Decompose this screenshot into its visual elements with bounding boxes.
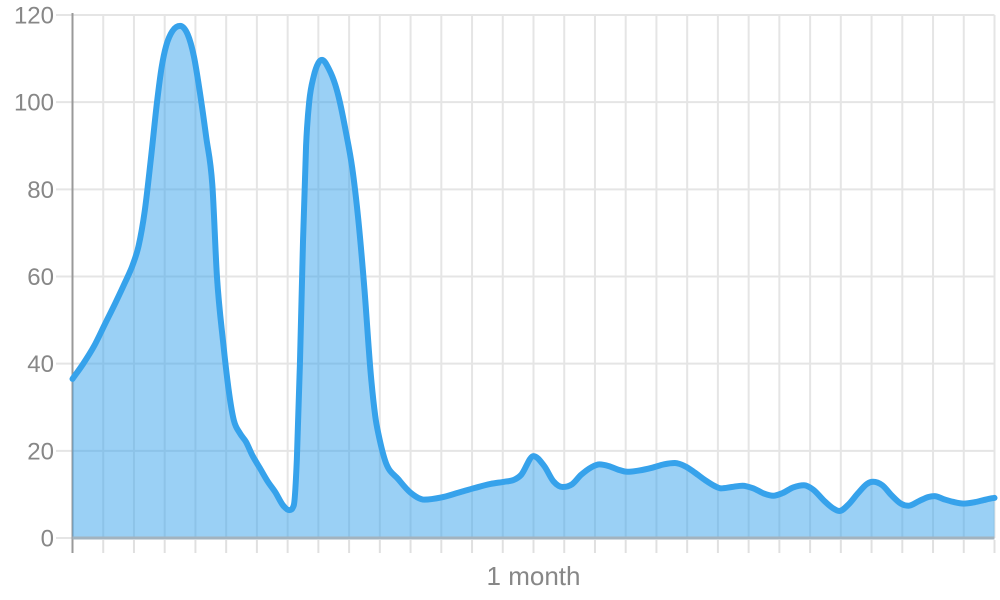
area-fill <box>72 25 995 539</box>
y-tick-label: 100 <box>14 90 54 117</box>
y-tick-label: 80 <box>27 177 54 204</box>
y-tick-label: 120 <box>14 3 54 30</box>
y-tick-label: 20 <box>27 438 54 465</box>
y-tick-label: 40 <box>27 351 54 378</box>
series-line <box>69 22 998 514</box>
y-tick-label: 0 <box>41 526 54 553</box>
x-axis-label: 1 month <box>487 561 581 591</box>
y-tick-label: 60 <box>27 264 54 291</box>
